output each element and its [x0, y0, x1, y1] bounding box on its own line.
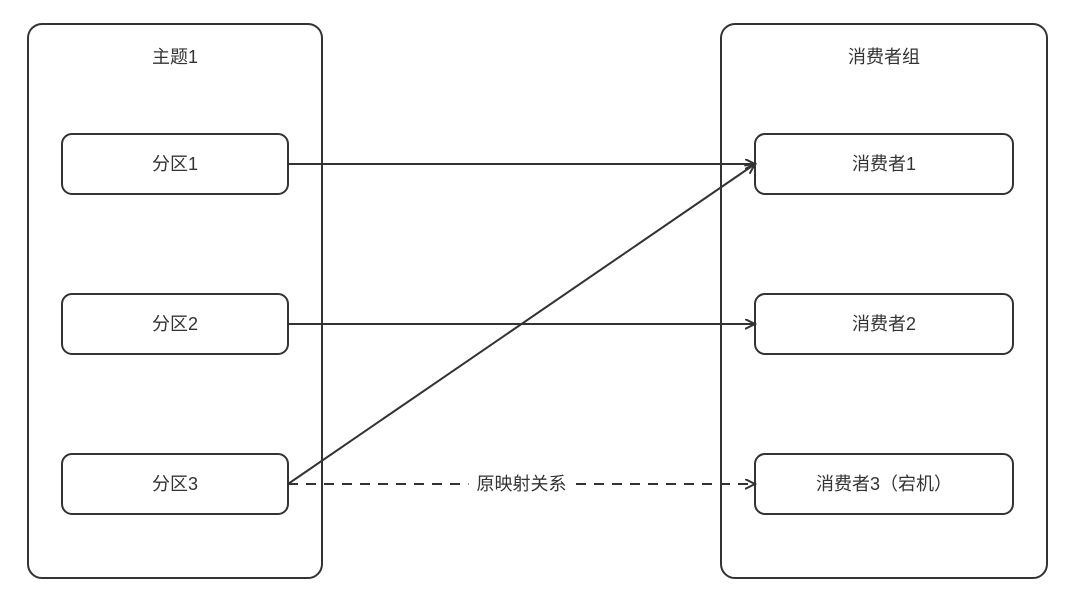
- edge-partition-3-consumer-3: 原映射关系: [288, 469, 755, 499]
- topic-container-title: 主题1: [152, 47, 198, 67]
- consumer-3: 消费者3（宕机）: [755, 454, 1013, 514]
- consumer-2-label: 消费者2: [852, 314, 916, 334]
- consumer-1: 消费者1: [755, 134, 1013, 194]
- partition-3-label: 分区3: [152, 474, 198, 494]
- partition-2: 分区2: [62, 294, 288, 354]
- edge-label-3: 原映射关系: [477, 474, 567, 494]
- diagram-canvas: 主题1 消费者组分区1 分区2 分区3 消费者1 消费者2 消费者3（宕机） 原映射关系: [0, 0, 1080, 601]
- consumer-1-label: 消费者1: [852, 154, 916, 174]
- partition-3: 分区3: [62, 454, 288, 514]
- consumer-3-label: 消费者3（宕机）: [816, 474, 952, 494]
- partition-1: 分区1: [62, 134, 288, 194]
- consumer-container-title: 消费者组: [848, 47, 920, 67]
- partition-1-label: 分区1: [152, 154, 198, 174]
- consumer-2: 消费者2: [755, 294, 1013, 354]
- partition-2-label: 分区2: [152, 314, 198, 334]
